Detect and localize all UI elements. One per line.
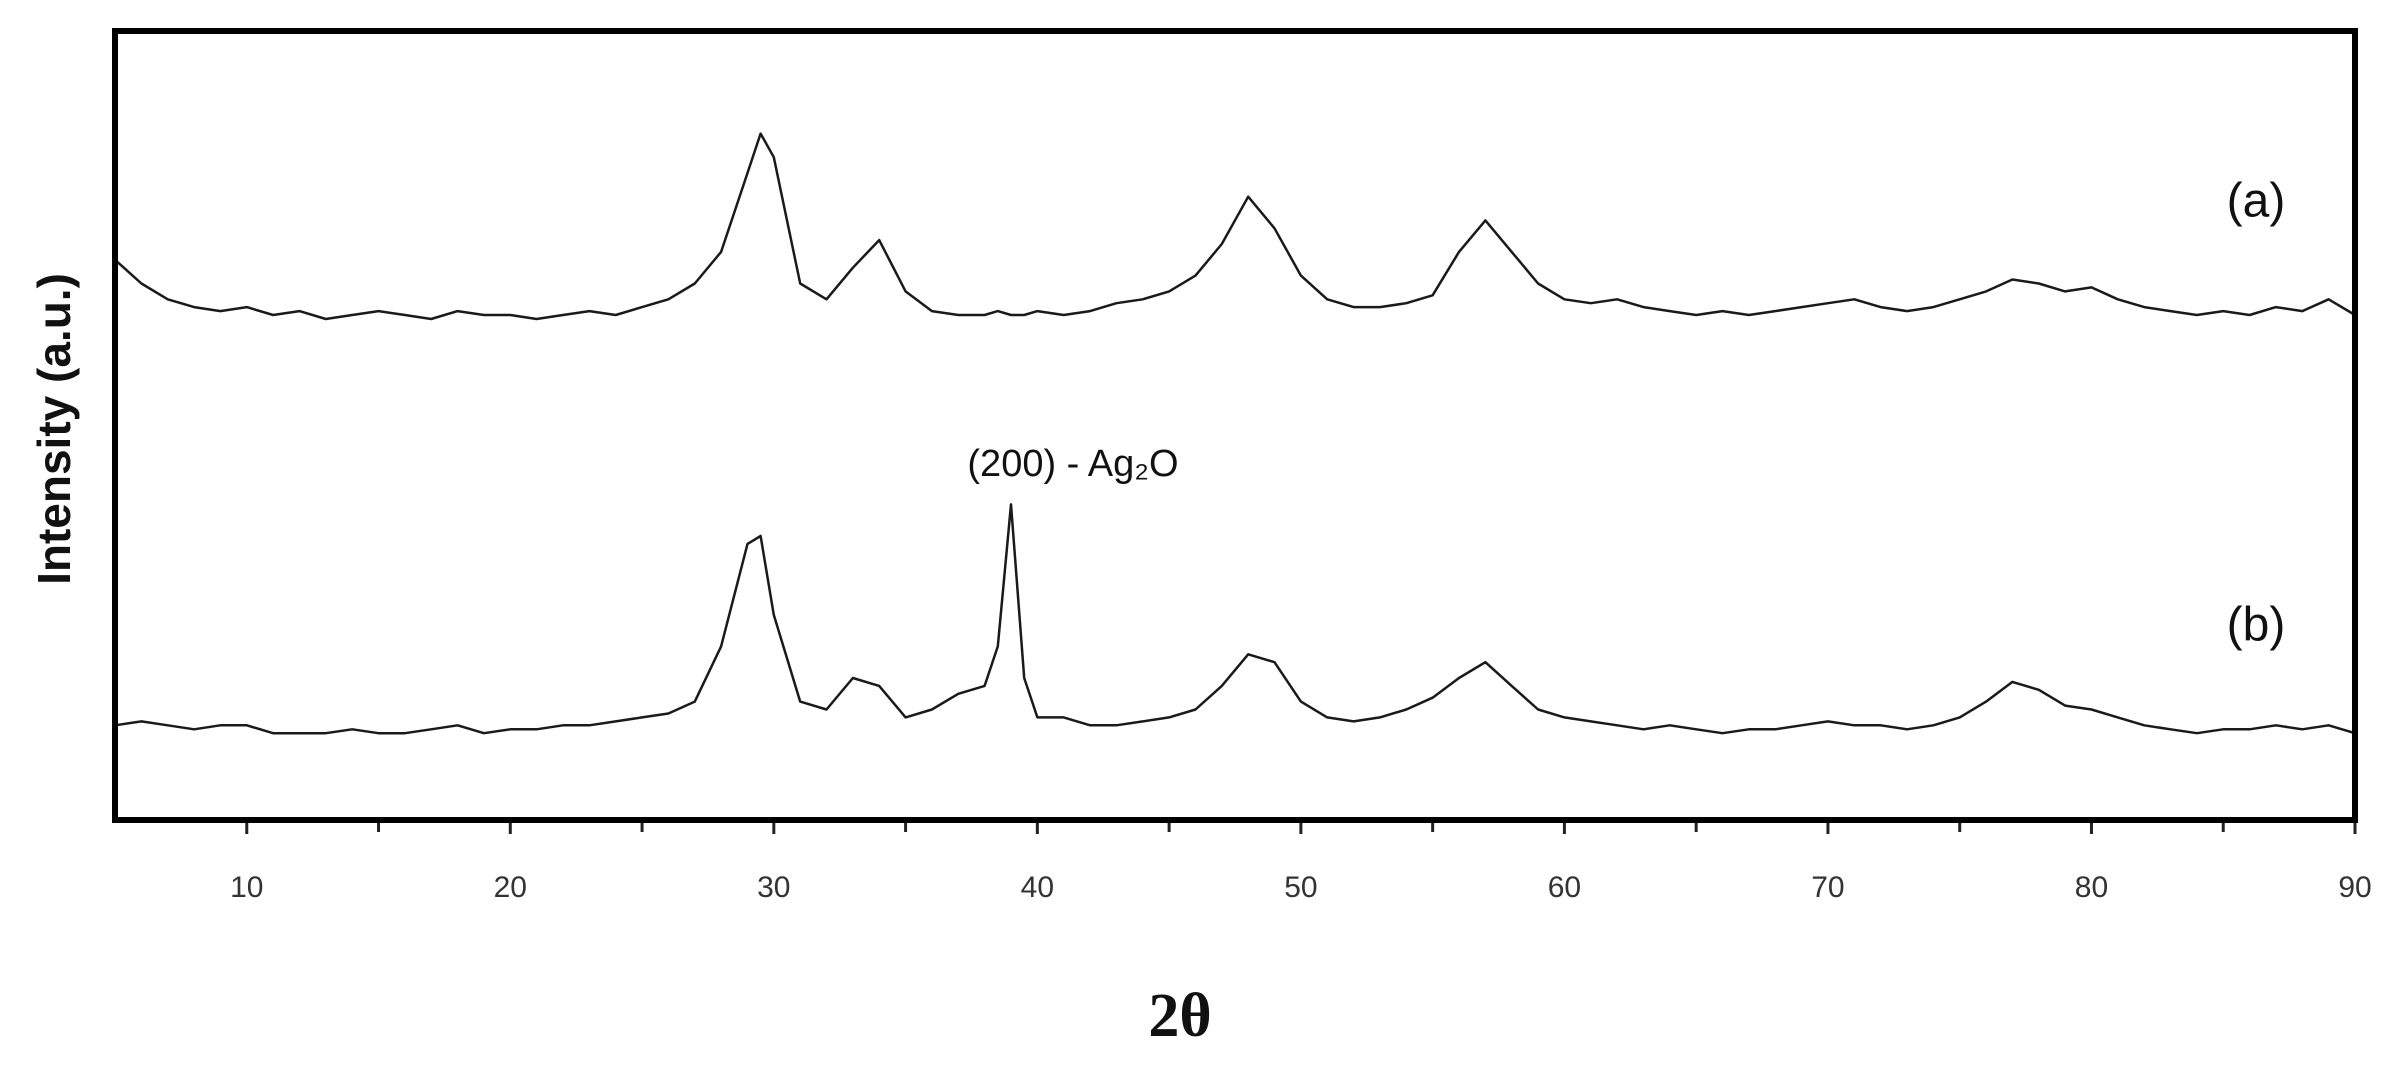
peak-annotation: (200) - Ag₂O <box>967 443 1178 485</box>
series-label: (a) <box>2227 175 2286 228</box>
xrd-pattern <box>114 503 2356 735</box>
x-tick-label: 20 <box>494 871 527 904</box>
x-tick-label: 50 <box>1284 871 1317 904</box>
series-label: (b) <box>2227 599 2286 652</box>
x-tick-label: 30 <box>757 871 790 904</box>
x-tick-label: 90 <box>2338 871 2371 904</box>
plot-frame <box>112 28 2358 823</box>
x-tick-label: 80 <box>2075 871 2108 904</box>
x-axis-label: 2θ <box>1148 982 1211 1050</box>
x-tick-label: 60 <box>1548 871 1581 904</box>
xrd-pattern <box>114 132 2356 321</box>
x-tick-label: 10 <box>230 871 263 904</box>
x-tick-label: 40 <box>1021 871 1054 904</box>
x-tick-label: 70 <box>1811 871 1844 904</box>
y-axis-label: Intensity (a.u.) <box>28 273 80 585</box>
